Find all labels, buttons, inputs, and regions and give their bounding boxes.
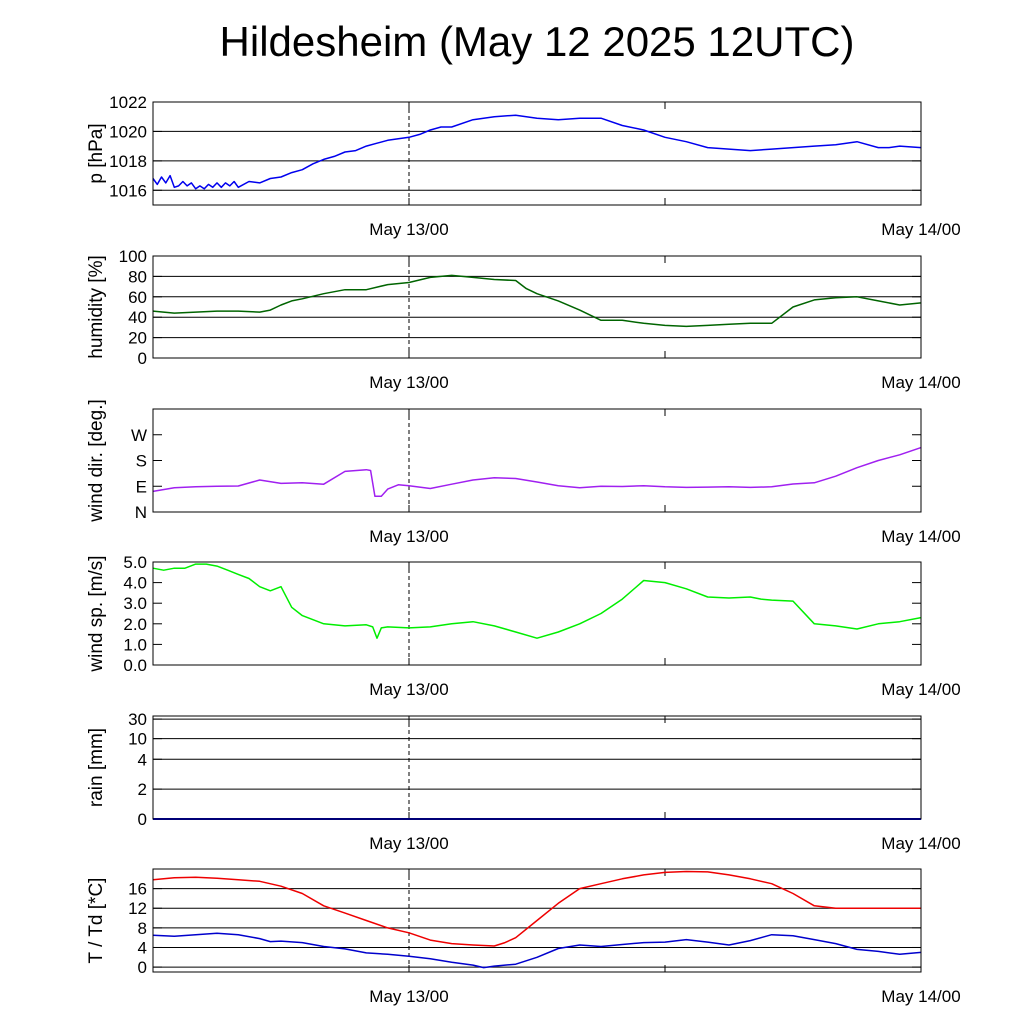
panel-3: 0.0 1.02.0 3.04.0 5.0 wind sp. [m/s] May 13/0… xyxy=(86,553,961,699)
x-tick-label: May 14/00 xyxy=(881,680,960,699)
y-tick-label: S xyxy=(136,452,147,471)
plot-frame xyxy=(152,868,922,973)
y-tick-label: 4 xyxy=(138,750,147,769)
y-tick-label: 1018 xyxy=(109,152,147,171)
y-tick-label: 1022 xyxy=(109,93,147,112)
x-tick-label: May 14/00 xyxy=(881,527,960,546)
series-line-0 xyxy=(152,446,922,498)
x-tick-label: May 13/00 xyxy=(369,987,448,1006)
y-tick-label: 12 xyxy=(128,899,147,918)
y-axis-label: rain [mm] xyxy=(86,728,107,807)
series-line-0 xyxy=(152,114,922,190)
y-tick-label: 40 xyxy=(128,308,147,327)
y-axis-label: p [hPa] xyxy=(86,123,107,183)
y-axis-label: humidity [%] xyxy=(86,255,107,358)
y-axis-label: T / Td [*C] xyxy=(86,878,107,964)
y-axis-label: wind sp. [m/s] xyxy=(86,555,107,672)
y-tick-label: E xyxy=(136,477,147,496)
plot-frame xyxy=(152,715,922,820)
y-tick-label: N xyxy=(135,503,147,522)
y-tick-label: W xyxy=(131,426,147,445)
y-tick-label: 0.0 xyxy=(123,656,147,675)
y-axis-label: wind dir. [deg.] xyxy=(86,399,107,523)
x-tick-label: May 13/00 xyxy=(369,220,448,239)
y-tick-label: 2 xyxy=(138,780,147,799)
y-tick-label: 1.0 xyxy=(123,635,147,654)
chart-title: Hildesheim (May 12 2025 12UTC) xyxy=(219,18,855,65)
x-tick-label: May 14/00 xyxy=(881,220,960,239)
y-tick-label: 4.0 xyxy=(123,574,147,593)
y-tick-label: 10 xyxy=(128,730,147,749)
y-tick-label: 16 xyxy=(128,880,147,899)
y-tick-label: 0 xyxy=(138,958,147,977)
plot-frame xyxy=(152,408,922,513)
series-line-0 xyxy=(152,563,922,639)
x-tick-label: May 13/00 xyxy=(369,527,448,546)
y-tick-label: 0 xyxy=(138,349,147,368)
plot-frame xyxy=(152,101,922,206)
y-tick-label: 5.0 xyxy=(123,553,147,572)
series-line-0 xyxy=(152,870,921,947)
y-tick-label: 100 xyxy=(119,247,147,266)
x-tick-label: May 14/00 xyxy=(881,834,960,853)
x-tick-label: May 13/00 xyxy=(369,373,448,392)
y-tick-label: 30 xyxy=(128,710,147,729)
y-tick-label: 60 xyxy=(128,288,147,307)
x-tick-label: May 13/00 xyxy=(369,834,448,853)
y-tick-label: 8 xyxy=(138,919,147,938)
y-tick-label: 0 xyxy=(138,810,147,829)
y-tick-label: 1020 xyxy=(109,122,147,141)
y-tick-label: 20 xyxy=(128,329,147,348)
y-tick-label: 3.0 xyxy=(123,594,147,613)
series-line-1 xyxy=(152,932,922,969)
x-tick-label: May 13/00 xyxy=(369,680,448,699)
series-line-0 xyxy=(152,274,922,328)
plot-frame xyxy=(152,255,922,359)
x-tick-label: May 14/00 xyxy=(881,987,960,1006)
y-tick-label: 80 xyxy=(128,267,147,286)
x-tick-label: May 14/00 xyxy=(881,373,960,392)
y-tick-label: 4 xyxy=(138,938,147,957)
plot-frame xyxy=(152,561,922,666)
y-tick-label: 2.0 xyxy=(123,615,147,634)
y-tick-label: 1016 xyxy=(109,181,147,200)
